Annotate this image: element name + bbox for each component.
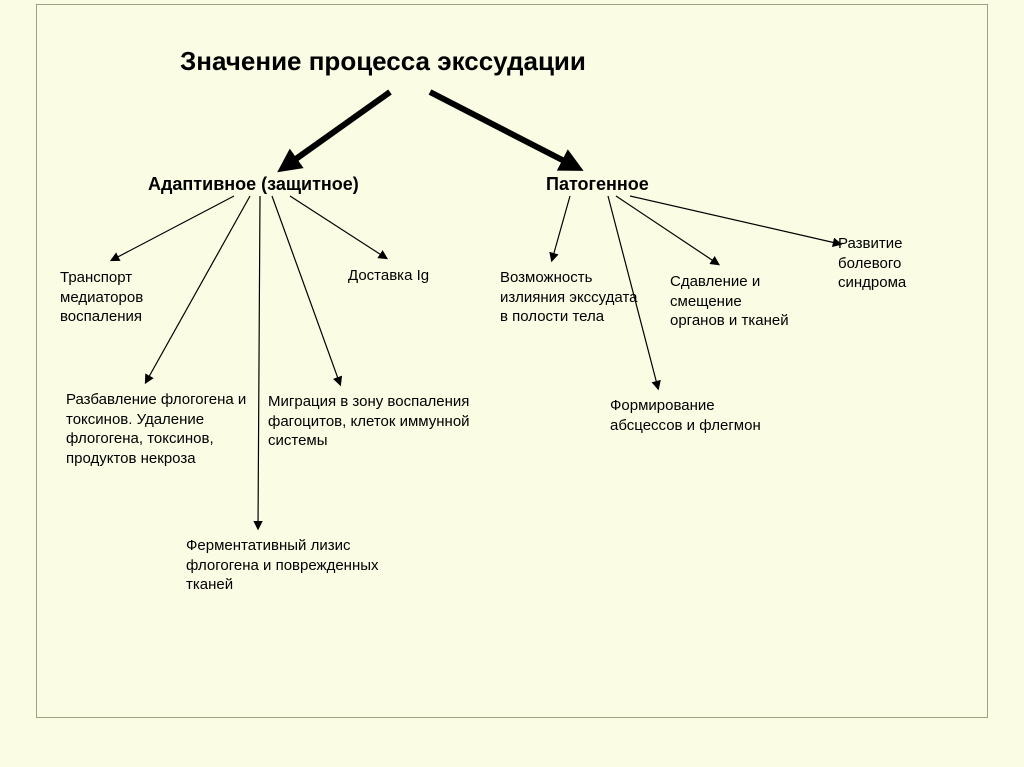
leaf-node: Доставка Ig xyxy=(348,266,488,286)
leaf-node: Ферментативный лизис флогогена и поврежд… xyxy=(186,536,426,595)
leaf-node: Транспорт медиаторов воспаления xyxy=(60,268,200,327)
slide-frame xyxy=(36,4,988,718)
leaf-node: Формирование абсцессов и флегмон xyxy=(610,396,770,435)
leaf-node: Миграция в зону воспаления фагоцитов, кл… xyxy=(268,392,498,451)
leaf-node: Сдавление и смещение органов и тканей xyxy=(670,272,800,331)
diagram-title: Значение процесса экссудации xyxy=(180,46,586,77)
branch-pathogenic: Патогенное xyxy=(546,174,649,195)
leaf-node: Разбавление флогогена и токсинов. Удален… xyxy=(66,390,266,468)
leaf-node: Развитие болевого синдрома xyxy=(838,234,958,293)
branch-adaptive: Адаптивное (защитное) xyxy=(148,174,359,195)
leaf-node: Возможность излияния экссудата в полости… xyxy=(500,268,640,327)
